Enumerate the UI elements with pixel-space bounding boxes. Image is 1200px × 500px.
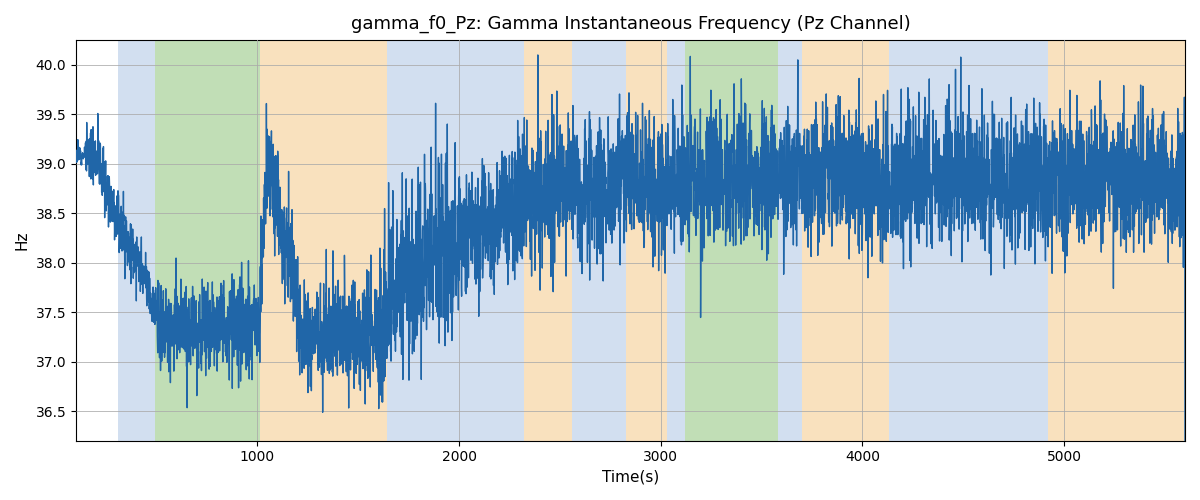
Bar <box>259 40 386 440</box>
Bar <box>472 40 523 440</box>
Bar <box>155 40 259 440</box>
Bar <box>685 40 778 440</box>
Bar <box>1048 40 1184 440</box>
Bar <box>889 40 1048 440</box>
X-axis label: Time(s): Time(s) <box>602 470 659 485</box>
Bar <box>802 40 889 440</box>
Bar <box>572 40 590 440</box>
Bar <box>667 40 685 440</box>
Bar <box>410 40 472 440</box>
Bar <box>386 40 410 440</box>
Title: gamma_f0_Pz: Gamma Instantaneous Frequency (Pz Channel): gamma_f0_Pz: Gamma Instantaneous Frequen… <box>350 15 911 34</box>
Bar <box>590 40 626 440</box>
Bar <box>119 40 155 440</box>
Y-axis label: Hz: Hz <box>14 230 30 250</box>
Bar <box>626 40 667 440</box>
Bar <box>523 40 572 440</box>
Bar <box>778 40 802 440</box>
